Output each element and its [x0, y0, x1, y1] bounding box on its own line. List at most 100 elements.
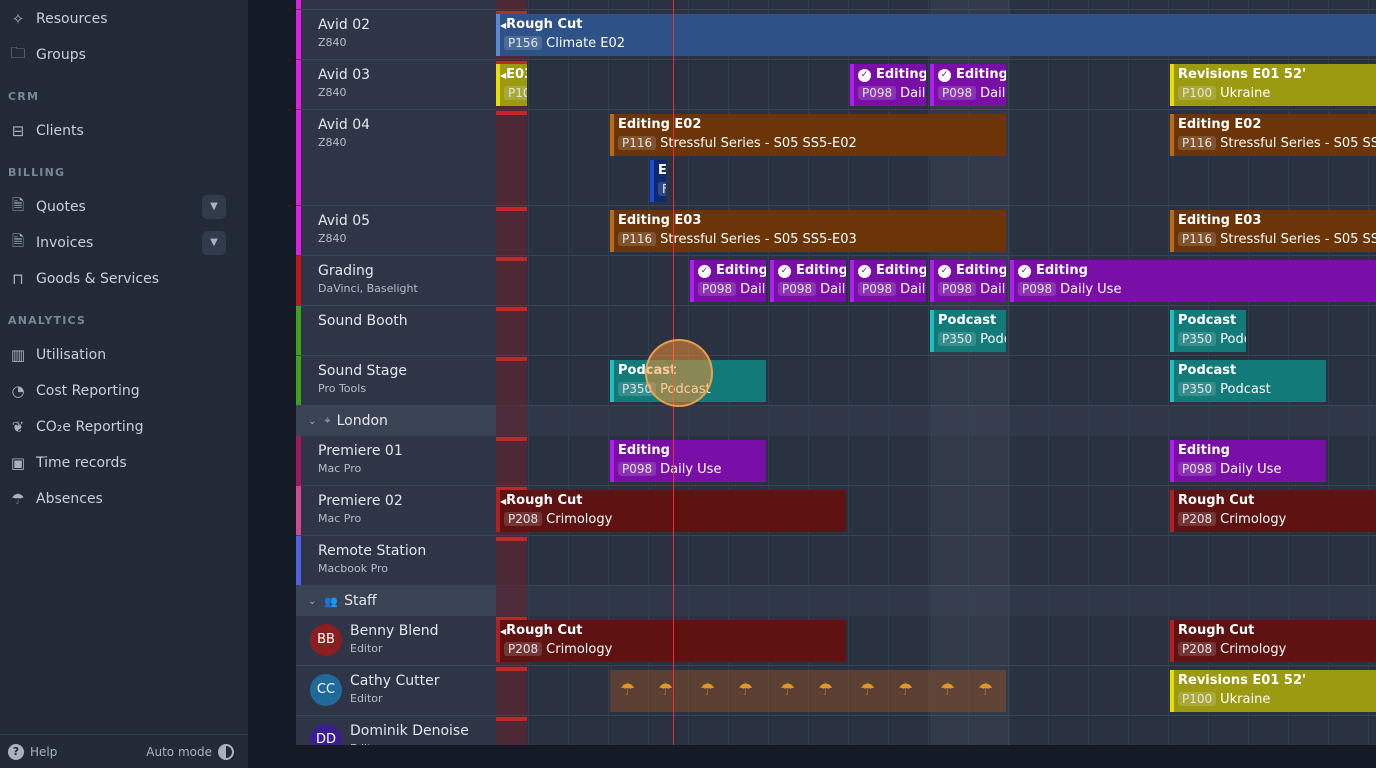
help-button[interactable]: ? Help — [8, 744, 57, 760]
resource-row[interactable]: Avid 03 Z840 — [296, 60, 496, 110]
auto-mode-toggle[interactable]: Auto mode — [146, 744, 234, 760]
sidebar-item-goods-services[interactable]: ⊓ Goods & Services — [8, 264, 238, 294]
sidebar-item-clients[interactable]: ⊟ Clients — [8, 116, 238, 146]
booking-event[interactable]: Rough Cut P208 Crimology — [1170, 490, 1376, 532]
event-description: Daily — [820, 282, 846, 297]
resource-row[interactable]: Remote Station Macbook Pro — [296, 536, 496, 586]
booking-event[interactable]: ◀Rough Cut P208 Crimology — [496, 490, 846, 532]
sidebar-item-co-e-reporting[interactable]: ❦ CO₂e Reporting — [8, 412, 238, 442]
resource-list: Avid 02 Z840 Avid 03 Z840 Avid 04 Z840 Avid 05… — [296, 0, 496, 745]
resource-row[interactable]: Sound Booth — [296, 306, 496, 356]
grid-line — [808, 0, 809, 745]
chevron-down-icon[interactable]: ▼ — [202, 231, 226, 255]
resource-row[interactable]: CC Cathy Cutter Editor — [296, 666, 496, 716]
sidebar-item-label: Groups — [36, 47, 86, 63]
sparkles-icon: ✧ — [11, 10, 25, 28]
resource-subtitle: Editor — [350, 642, 383, 655]
day-marker — [496, 207, 527, 211]
booking-event[interactable]: Editing P098 Daily Use — [1170, 440, 1326, 482]
resource-row[interactable]: Avid 02 Z840 — [296, 10, 496, 60]
event-title: ◀Rough Cut — [500, 493, 846, 511]
row-divider — [496, 665, 1376, 666]
chevron-down-icon[interactable]: ▼ — [202, 195, 226, 219]
resource-row[interactable]: Sound Stage Pro Tools — [296, 356, 496, 406]
resource-row[interactable]: Grading DaVinci, Baselight — [296, 256, 496, 306]
sidebar-item-groups[interactable]: 🗀 Groups — [8, 40, 238, 70]
sidebar-item-quotes[interactable]: 🗎 Quotes ▼ — [8, 192, 238, 222]
project-code: P098 — [858, 282, 897, 296]
resource-row[interactable]: BB Benny Blend Editor — [296, 616, 496, 666]
day-marker — [496, 717, 527, 721]
calendar-clock-icon: ▣ — [10, 454, 26, 472]
resource-row[interactable]: Premiere 02 Mac Pro — [296, 486, 496, 536]
group-header-london[interactable]: ⌄ ⌖ London — [296, 406, 496, 436]
chevron-down-icon: ⌄ — [308, 595, 317, 607]
resource-row[interactable]: Avid 04 Z840 — [296, 110, 496, 206]
event-description: Crimology — [546, 642, 613, 657]
resource-color-strip — [296, 436, 301, 485]
avatar: CC — [310, 674, 342, 706]
sidebar-item-time-records[interactable]: ▣ Time records — [8, 448, 238, 478]
event-title: ✓ Editing — [858, 263, 926, 281]
resource-row[interactable]: DD Dominik Denoise Editor — [296, 716, 496, 745]
resource-color-strip — [296, 110, 301, 205]
sidebar-item-label: Quotes — [36, 199, 86, 215]
event-title-text: Editing — [618, 443, 670, 458]
resource-color-strip — [296, 536, 301, 585]
project-code: P350 — [1178, 332, 1217, 346]
resource-subtitle: Z840 — [318, 36, 347, 49]
event-subtitle: P208 Crimology — [504, 642, 846, 657]
resource-row[interactable]: Avid 05 Z840 — [296, 206, 496, 256]
check-circle-icon: ✓ — [698, 265, 711, 278]
project-code: P350 — [1178, 382, 1217, 396]
booking-event[interactable]: ◀E03P10 — [496, 64, 527, 106]
event-description: Podcast — [1220, 382, 1271, 397]
resource-row[interactable]: Premiere 01 Mac Pro — [296, 436, 496, 486]
booking-event[interactable]: EF — [650, 160, 666, 202]
sidebar-item-utilisation[interactable]: ▥ Utilisation — [8, 340, 238, 370]
project-code: P208 — [504, 512, 543, 526]
project-code: P208 — [1178, 642, 1217, 656]
booking-event[interactable]: ✓ Editing P098 Daily Use — [1010, 260, 1376, 302]
chevron-down-icon: ⌄ — [308, 415, 317, 427]
event-description: Crimology — [1220, 512, 1287, 527]
resource-color-strip — [296, 256, 301, 305]
booking-event[interactable]: ◀Rough Cut P156 Climate E02 — [496, 14, 1376, 56]
resource-name: Avid 04 — [318, 117, 371, 133]
arrow-left-icon: ◀ — [500, 627, 507, 636]
day-marker — [496, 537, 527, 541]
sidebar-item-absences[interactable]: ☂ Absences — [8, 484, 238, 514]
row-divider — [496, 9, 1376, 10]
sidebar-item-invoices[interactable]: 🗎 Invoices ▼ — [8, 228, 238, 258]
resource-name: Dominik Denoise — [350, 723, 469, 739]
booking-event[interactable]: ◀Rough Cut P208 Crimology — [496, 620, 846, 662]
group-header-staff[interactable]: ⌄ 👥 Staff — [296, 586, 496, 616]
event-title-text: Rough Cut — [1178, 623, 1255, 638]
booking-event[interactable]: Rough Cut P208 Crimology — [1170, 620, 1376, 662]
booking-event[interactable]: Revisions E01 52' P100 Ukraine — [1170, 670, 1376, 712]
booking-event[interactable]: Revisions E01 52' P100 Ukraine — [1170, 64, 1376, 106]
day-marker — [496, 667, 527, 671]
event-title-text: E — [658, 163, 666, 178]
sidebar-item-cost-reporting[interactable]: ◔ Cost Reporting — [8, 376, 238, 406]
booking-event[interactable]: Editing P098 Daily Use — [610, 440, 766, 482]
sidebar-item-resources[interactable]: ✧ Resources — [8, 4, 238, 34]
event-description: Crimology — [1220, 642, 1287, 657]
